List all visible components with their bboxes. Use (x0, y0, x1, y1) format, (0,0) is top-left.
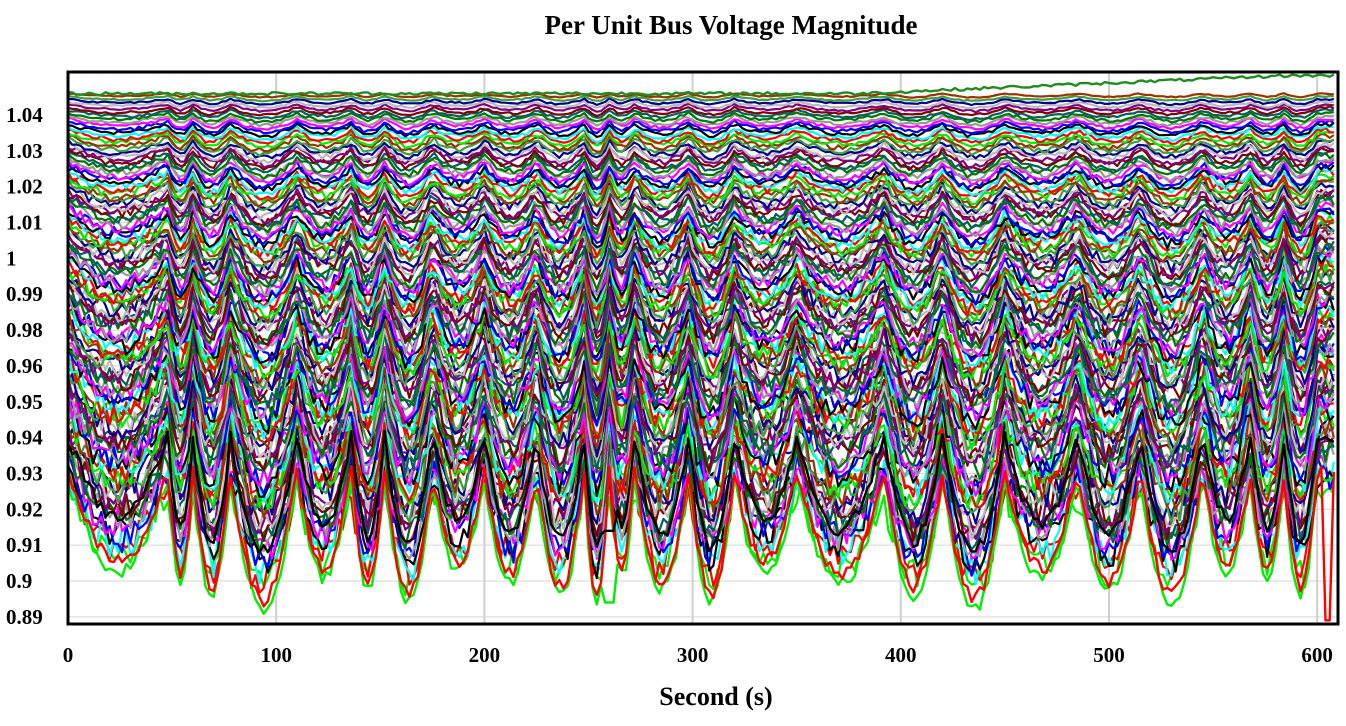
series-line (67, 94, 1334, 103)
y-tick-label: 1.02 (6, 175, 43, 199)
series-line (67, 325, 1335, 409)
series-line (67, 110, 1334, 124)
x-tick-label: 300 (677, 643, 709, 667)
series-line (67, 121, 1335, 139)
series-line (67, 287, 1334, 358)
series-line (67, 268, 1335, 335)
y-tick-label: 0.93 (6, 461, 43, 485)
series-line (67, 99, 1335, 110)
highlight-series-line (66, 429, 1335, 554)
x-tick-label: 600 (1301, 643, 1333, 667)
x-tick-labels: 0 100 200 300 400 500 600 (63, 643, 1333, 667)
series-line (67, 170, 1335, 206)
series-line (67, 226, 1335, 276)
y-tick-label: 0.99 (6, 282, 43, 306)
series-line (67, 157, 1335, 187)
series-line (67, 105, 1335, 118)
chart-title: Per Unit Bus Voltage Magnitude (544, 10, 918, 40)
series-line (67, 102, 1334, 114)
x-tick-label: 0 (63, 643, 74, 667)
y-tick-label: 0.9 (6, 569, 32, 593)
highlight-series-line (66, 473, 1335, 615)
series-line (67, 130, 1334, 150)
series-line (67, 344, 1334, 434)
series-line (67, 207, 1335, 254)
y-tick-label: 0.94 (6, 426, 43, 450)
y-tick-label: 1.03 (6, 139, 43, 163)
x-tick-label: 200 (469, 643, 501, 667)
y-tick-label: 0.95 (6, 390, 43, 414)
y-tick-label: 0.92 (6, 497, 43, 521)
y-tick-label: 1.04 (6, 103, 43, 127)
plot-frame (66, 70, 1340, 626)
series-line (67, 138, 1335, 161)
y-tick-labels: 0.89 0.9 0.91 0.92 0.93 0.94 0.95 0.96 0.98 0.99 1… (6, 103, 43, 629)
series-line (67, 124, 1334, 144)
series-line (67, 119, 1335, 136)
series-line (66, 275, 1335, 347)
series-line (67, 97, 1335, 107)
y-tick-label: 0.98 (6, 318, 43, 342)
series-line (67, 151, 1335, 180)
series-line (67, 143, 1334, 169)
series-line (67, 160, 1335, 191)
series-line (68, 107, 1334, 122)
series-line (67, 280, 1335, 347)
series-line (67, 91, 1334, 99)
series-line (67, 227, 1334, 281)
x-tick-label: 500 (1093, 643, 1125, 667)
x-axis-label: Second (s) (659, 682, 773, 711)
series-group (66, 73, 1335, 622)
y-tick-label: 1 (6, 246, 17, 270)
series-line (67, 163, 1335, 192)
y-tick-label: 1.01 (6, 211, 43, 235)
y-tick-label: 0.91 (6, 533, 43, 557)
highlight-series-line (66, 465, 1335, 622)
y-tick-label: 0.89 (6, 605, 43, 629)
series-line (67, 132, 1335, 154)
series-line (67, 313, 1335, 392)
y-tick-label: 0.96 (6, 354, 43, 378)
highlight-series-line (67, 73, 1335, 97)
x-tick-label: 400 (885, 643, 917, 667)
series-line (67, 116, 1334, 131)
series-line (67, 239, 1335, 297)
series-line (67, 135, 1335, 157)
x-tick-label: 100 (260, 643, 292, 667)
series-line (67, 168, 1335, 201)
